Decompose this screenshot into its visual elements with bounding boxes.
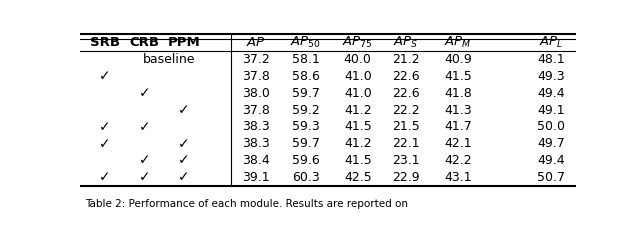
Text: 22.6: 22.6 (392, 70, 420, 83)
Text: 21.5: 21.5 (392, 120, 420, 133)
Text: 37.2: 37.2 (242, 53, 270, 66)
Text: ✓: ✓ (179, 103, 190, 117)
Text: $AP_{S}$: $AP_{S}$ (393, 35, 419, 50)
Text: 59.7: 59.7 (292, 137, 319, 150)
Text: ✓: ✓ (179, 154, 190, 168)
Text: 39.1: 39.1 (243, 171, 270, 184)
Text: $AP_{M}$: $AP_{M}$ (444, 35, 472, 50)
Text: 49.3: 49.3 (538, 70, 565, 83)
Text: 49.7: 49.7 (538, 137, 565, 150)
Text: ✓: ✓ (99, 137, 111, 151)
Text: 50.7: 50.7 (537, 171, 565, 184)
Text: 40.9: 40.9 (444, 53, 472, 66)
Text: CRB: CRB (129, 36, 159, 49)
Text: 48.1: 48.1 (538, 53, 565, 66)
Text: ✓: ✓ (99, 69, 111, 84)
Text: 49.4: 49.4 (538, 87, 565, 100)
Text: ✓: ✓ (179, 170, 190, 185)
Text: 37.8: 37.8 (242, 70, 270, 83)
Text: Table 2: Performance of each module. Results are reported on: Table 2: Performance of each module. Res… (85, 199, 408, 209)
Text: 22.1: 22.1 (392, 137, 420, 150)
Text: $AP_{50}$: $AP_{50}$ (290, 35, 321, 50)
Text: 41.5: 41.5 (344, 154, 372, 167)
Text: 41.5: 41.5 (344, 120, 372, 133)
Text: 41.0: 41.0 (344, 87, 372, 100)
Text: $AP_{75}$: $AP_{75}$ (342, 35, 373, 50)
Text: 22.9: 22.9 (392, 171, 420, 184)
Text: ✓: ✓ (179, 137, 190, 151)
Text: 60.3: 60.3 (292, 171, 319, 184)
Text: 23.1: 23.1 (392, 154, 420, 167)
Text: 38.0: 38.0 (242, 87, 270, 100)
Text: baseline: baseline (143, 53, 196, 66)
Text: 43.1: 43.1 (444, 171, 472, 184)
Text: 50.0: 50.0 (537, 120, 565, 133)
Text: 49.1: 49.1 (538, 104, 565, 117)
Text: 41.2: 41.2 (344, 104, 372, 117)
Text: 38.3: 38.3 (242, 137, 270, 150)
Text: 38.3: 38.3 (242, 120, 270, 133)
Text: 42.1: 42.1 (444, 137, 472, 150)
Text: 40.0: 40.0 (344, 53, 372, 66)
Text: ✓: ✓ (99, 120, 111, 134)
Text: 41.7: 41.7 (444, 120, 472, 133)
Text: 41.3: 41.3 (444, 104, 472, 117)
Text: ✓: ✓ (99, 170, 111, 185)
Text: 41.5: 41.5 (444, 70, 472, 83)
Text: 21.2: 21.2 (392, 53, 420, 66)
Text: 58.6: 58.6 (292, 70, 319, 83)
Text: 42.2: 42.2 (444, 154, 472, 167)
Text: 59.6: 59.6 (292, 154, 319, 167)
Text: ✓: ✓ (139, 170, 150, 185)
Text: 38.4: 38.4 (242, 154, 270, 167)
Text: $AP$: $AP$ (246, 36, 266, 49)
Text: ✓: ✓ (139, 86, 150, 100)
Text: SRB: SRB (90, 36, 120, 49)
Text: 59.7: 59.7 (292, 87, 319, 100)
Text: ✓: ✓ (139, 154, 150, 168)
Text: 41.8: 41.8 (444, 87, 472, 100)
Text: 58.1: 58.1 (292, 53, 319, 66)
Text: PPM: PPM (168, 36, 200, 49)
Text: 59.3: 59.3 (292, 120, 319, 133)
Text: ✓: ✓ (139, 120, 150, 134)
Text: 49.4: 49.4 (538, 154, 565, 167)
Text: 37.8: 37.8 (242, 104, 270, 117)
Text: 42.5: 42.5 (344, 171, 372, 184)
Text: 22.2: 22.2 (392, 104, 420, 117)
Text: 41.0: 41.0 (344, 70, 372, 83)
Text: 22.6: 22.6 (392, 87, 420, 100)
Text: 59.2: 59.2 (292, 104, 319, 117)
Text: 41.2: 41.2 (344, 137, 372, 150)
Text: $AP_{L}$: $AP_{L}$ (539, 35, 563, 50)
